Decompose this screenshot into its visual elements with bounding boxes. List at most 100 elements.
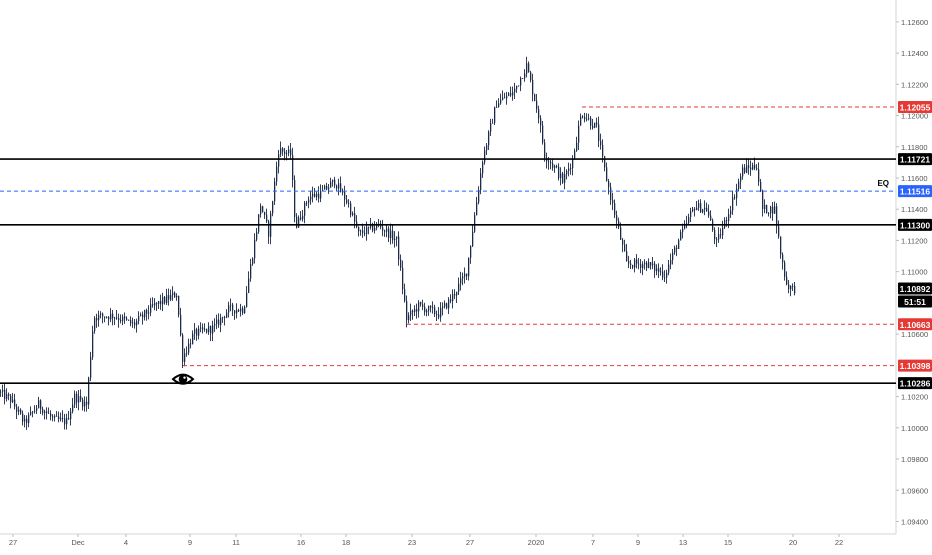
candle-body bbox=[776, 206, 778, 227]
candle-body bbox=[564, 174, 566, 183]
candle-body bbox=[116, 317, 118, 319]
candle-body bbox=[322, 189, 324, 191]
y-tick-label: 1.09600 bbox=[901, 486, 928, 495]
candle-body bbox=[122, 316, 124, 321]
candle-body bbox=[440, 307, 442, 318]
candle-body bbox=[154, 302, 156, 306]
candle-body bbox=[334, 179, 336, 186]
candle-body bbox=[222, 316, 224, 318]
candle-body bbox=[602, 145, 604, 157]
candle-body bbox=[256, 231, 258, 240]
candle-body bbox=[544, 142, 546, 158]
candle-body bbox=[760, 181, 762, 192]
candle-body bbox=[410, 310, 412, 316]
candle-body bbox=[630, 263, 632, 266]
horizontal-levels[interactable]: 1.120551.117211.11516EQ1.113001.106631.1… bbox=[0, 100, 932, 390]
candle-body bbox=[612, 200, 614, 204]
candle-body bbox=[126, 318, 128, 320]
candle-body bbox=[478, 189, 480, 203]
candle-body bbox=[216, 319, 218, 324]
candle-body bbox=[70, 411, 72, 420]
candle-body bbox=[420, 302, 422, 305]
candle-body bbox=[376, 223, 378, 229]
candle-body bbox=[442, 306, 444, 308]
candle-body bbox=[94, 318, 96, 332]
candle-body bbox=[170, 294, 172, 300]
candle-body bbox=[288, 149, 290, 154]
candle-body bbox=[190, 343, 192, 345]
candle-body bbox=[580, 116, 582, 126]
candle-body bbox=[328, 187, 330, 190]
candle-body bbox=[786, 276, 788, 285]
candle-body bbox=[480, 173, 482, 190]
price-axis[interactable]: 1.12600 1.12400 1.12200 1.12000 1.11800 1.116… bbox=[896, 18, 928, 527]
candle-body bbox=[88, 377, 90, 405]
candle-body bbox=[184, 353, 186, 362]
candle-body bbox=[664, 277, 666, 279]
candle-body bbox=[56, 415, 58, 417]
candle-body bbox=[724, 220, 726, 228]
candle-body bbox=[298, 217, 300, 228]
candle-body bbox=[466, 273, 468, 277]
x-tick-label: 2020 bbox=[528, 538, 545, 547]
candle-body bbox=[560, 173, 562, 179]
time-axis[interactable]: 27 Dec 4 9 11 16 18 23 27 2020 7 9 13 15 20 22 bbox=[9, 534, 843, 547]
x-tick-label: 20 bbox=[789, 538, 797, 547]
candle-body bbox=[522, 78, 524, 79]
candle-body bbox=[260, 206, 262, 215]
candle-body bbox=[792, 285, 794, 287]
candle-body bbox=[330, 181, 332, 188]
candle-body bbox=[578, 125, 580, 143]
candle-body bbox=[584, 117, 586, 120]
candle-body bbox=[574, 150, 576, 159]
candle-body bbox=[516, 85, 518, 89]
candle-body bbox=[360, 230, 362, 232]
candle-body bbox=[246, 292, 248, 307]
candle-body bbox=[790, 285, 792, 290]
x-tick-label: 15 bbox=[724, 538, 732, 547]
candle-body bbox=[708, 211, 710, 216]
candle-body bbox=[486, 145, 488, 151]
candle-body bbox=[138, 316, 140, 322]
candle-body bbox=[688, 217, 690, 223]
candle-body bbox=[662, 271, 664, 278]
candle-body bbox=[768, 213, 770, 214]
candle-body bbox=[316, 193, 318, 197]
candle-body bbox=[488, 131, 490, 146]
y-tick-label: 1.12400 bbox=[901, 49, 928, 58]
candle-body bbox=[482, 162, 484, 174]
candle-body bbox=[86, 401, 88, 405]
candle-body bbox=[594, 122, 596, 128]
y-tick-label: 1.10000 bbox=[901, 424, 928, 433]
candle-body bbox=[30, 411, 32, 415]
candle-body bbox=[142, 314, 144, 318]
candle-body bbox=[576, 142, 578, 151]
candle-body bbox=[348, 202, 350, 204]
candle-body bbox=[144, 310, 146, 318]
candle-body bbox=[76, 393, 78, 403]
candle-body bbox=[558, 166, 560, 179]
candle-body bbox=[286, 153, 288, 154]
candle-body bbox=[120, 320, 122, 321]
candle-body bbox=[96, 318, 98, 321]
candle-body bbox=[730, 210, 732, 215]
candle-body bbox=[80, 396, 82, 400]
candle-body bbox=[464, 273, 466, 277]
candle-body bbox=[430, 305, 432, 308]
candle-body bbox=[732, 197, 734, 211]
level-price-label: 1.10286 bbox=[900, 379, 931, 389]
candle-body bbox=[762, 191, 764, 210]
candle-body bbox=[692, 208, 694, 212]
eye-pupil bbox=[178, 374, 188, 384]
level-price-box bbox=[898, 377, 932, 390]
candle-body bbox=[196, 329, 198, 336]
candle-body bbox=[722, 227, 724, 236]
candle-body bbox=[598, 124, 600, 142]
candle-body bbox=[400, 259, 402, 269]
candle-body bbox=[318, 193, 320, 199]
candle-body bbox=[308, 199, 310, 203]
candle-body bbox=[38, 400, 40, 409]
candle-body bbox=[592, 125, 594, 128]
